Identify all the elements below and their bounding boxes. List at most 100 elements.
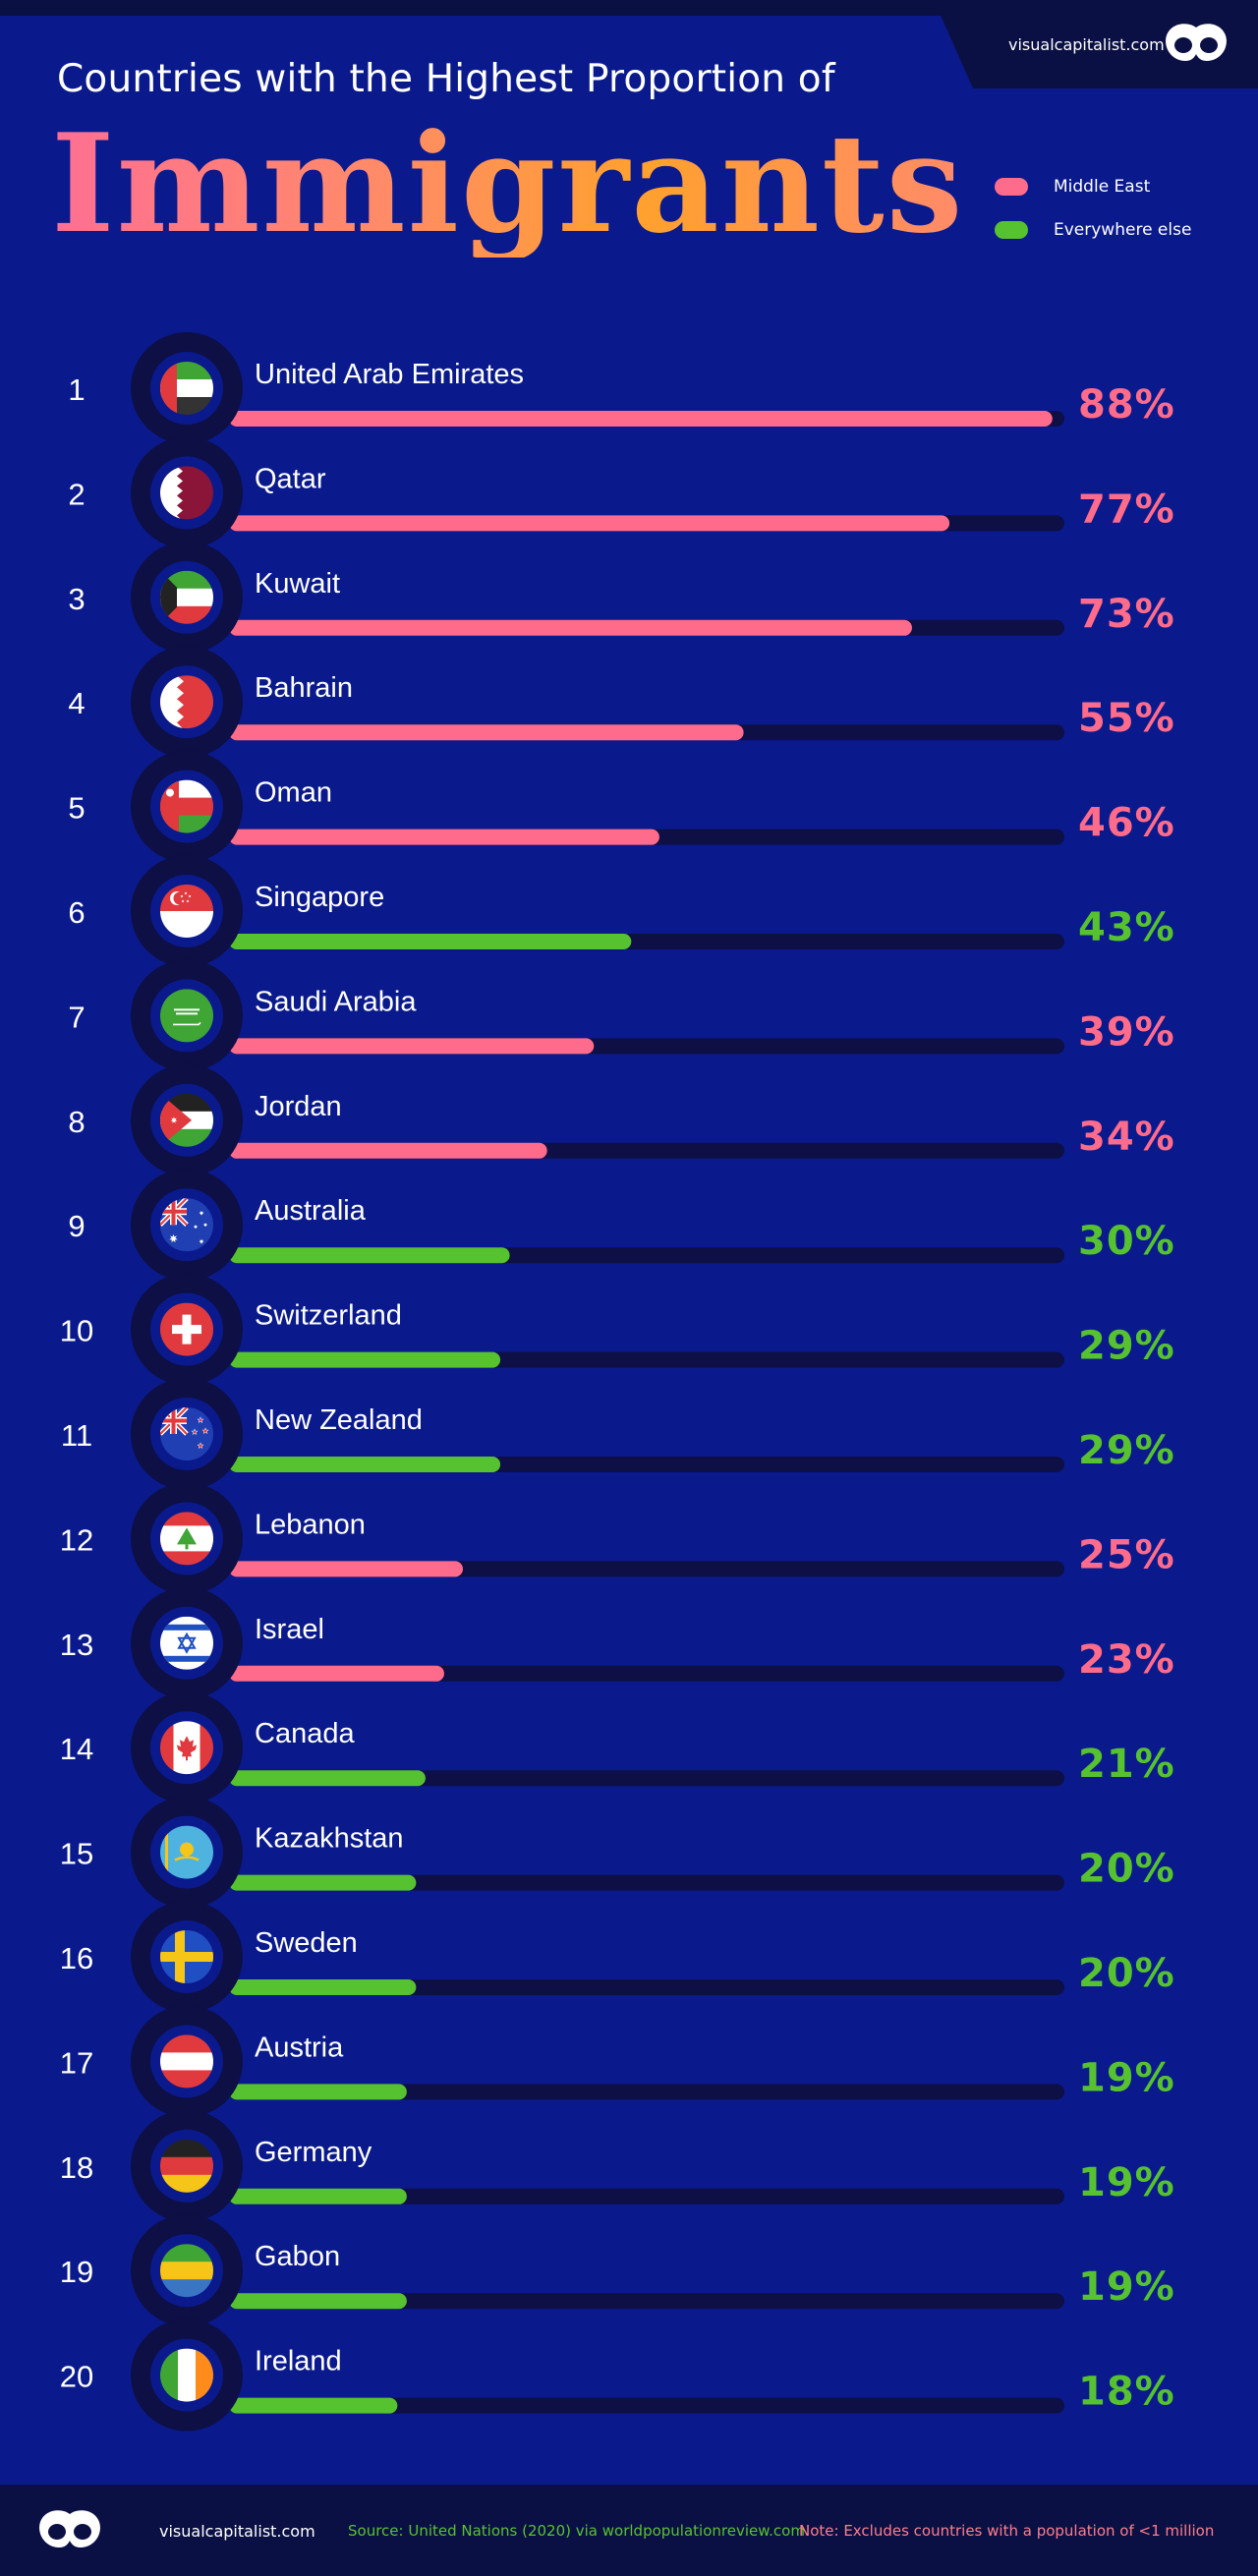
value-label: 21%	[1078, 1742, 1175, 1787]
country-label: Singapore	[255, 882, 384, 913]
header-brand[interactable]: visualcapitalist.com	[1008, 35, 1165, 54]
oman-flag-icon	[160, 779, 213, 833]
footer: visualcapitalist.com Source: United Nati…	[0, 2485, 1258, 2576]
bar	[229, 1770, 426, 1787]
value-label: 29%	[1078, 1428, 1175, 1473]
rank-label: 12	[60, 1522, 93, 1557]
bar-track	[229, 2397, 1064, 2414]
value-label: 39%	[1078, 1009, 1175, 1055]
legend-label: Middle East	[1054, 177, 1151, 197]
country-label: Oman	[255, 777, 332, 809]
chart-subtitle: Countries with the Highest Proportion of	[57, 57, 835, 101]
country-label: Germany	[255, 2137, 372, 2168]
bar	[229, 619, 912, 636]
chart-row: 14 Canada 21%	[60, 1691, 1175, 1804]
bar	[229, 1038, 595, 1055]
gabon-flag-icon	[160, 2244, 213, 2298]
legend-label: Everywhere else	[1054, 220, 1192, 240]
bar	[229, 411, 1053, 427]
value-label: 25%	[1078, 1532, 1175, 1577]
bar	[229, 1247, 510, 1264]
bar	[229, 724, 744, 741]
legend-swatch-middle-east	[995, 178, 1028, 196]
country-label: Kazakhstan	[255, 1823, 404, 1855]
value-label: 18%	[1078, 2370, 1175, 2415]
rank-label: 9	[68, 1209, 85, 1243]
bar	[229, 1561, 463, 1577]
rank-label: 18	[60, 2150, 93, 2185]
germany-flag-icon	[160, 2139, 213, 2193]
value-label: 19%	[1078, 2264, 1175, 2310]
bar-track	[229, 2084, 1064, 2100]
rank-label: 2	[68, 477, 85, 511]
footer-note: Note: Excludes countries with a populati…	[799, 2522, 1215, 2540]
rank-label: 16	[60, 1941, 93, 1975]
sweden-flag-icon	[160, 1930, 213, 1983]
chart-row: 12 Lebanon 25%	[60, 1482, 1175, 1595]
new-zealand-flag-icon	[160, 1407, 213, 1460]
value-label: 46%	[1078, 801, 1175, 846]
country-label: Kuwait	[255, 568, 340, 600]
bar	[229, 1979, 417, 1995]
country-label: Bahrain	[255, 672, 353, 704]
bar	[229, 934, 632, 949]
value-label: 88%	[1078, 382, 1175, 428]
value-label: 34%	[1078, 1115, 1175, 1160]
rank-label: 1	[68, 372, 85, 407]
country-label: Jordan	[255, 1091, 342, 1122]
chart-row: 13 Israel 23%	[60, 1586, 1175, 1699]
rank-label: 11	[61, 1418, 92, 1453]
country-label: Saudi Arabia	[255, 986, 417, 1017]
chart-row: 5 Oman 46%	[68, 750, 1175, 863]
brand-tab: visualcapitalist.com	[934, 0, 1258, 88]
rank-label: 13	[60, 1628, 93, 1662]
bar	[229, 1457, 501, 1472]
country-label: Australia	[255, 1195, 367, 1227]
bar	[229, 2188, 407, 2204]
chart-row: 2 Qatar 77%	[68, 436, 1175, 549]
country-label: New Zealand	[255, 1404, 423, 1436]
chart-row: 1 United Arab Emirates 88%	[68, 332, 1174, 444]
chart-title: Immigrants	[51, 103, 965, 263]
value-label: 20%	[1078, 1951, 1175, 1996]
chart-row: 9 Australia 30%	[68, 1169, 1175, 1282]
rank-label: 20	[60, 2360, 93, 2394]
bar	[229, 515, 950, 532]
chart-row: 6 Singapore 43%	[68, 855, 1174, 967]
visual-capitalist-logo-icon	[1166, 24, 1227, 62]
chart-row: 3 Kuwait 73%	[68, 541, 1174, 654]
value-label: 23%	[1078, 1637, 1175, 1683]
rank-label: 8	[68, 1105, 85, 1139]
kuwait-flag-icon	[160, 570, 213, 624]
ireland-flag-icon	[160, 2348, 213, 2402]
value-label: 29%	[1078, 1324, 1175, 1369]
bar	[229, 1874, 417, 1891]
value-label: 30%	[1078, 1219, 1175, 1264]
chart-row: 19 Gabon 19%	[60, 2214, 1175, 2327]
chart-row: 15 Kazakhstan 20%	[60, 1796, 1174, 1909]
qatar-flag-icon	[160, 466, 213, 520]
chart-row: 7 Saudi Arabia 39%	[68, 959, 1175, 1072]
rank-label: 6	[68, 895, 85, 930]
country-label: Canada	[255, 1718, 355, 1749]
visual-capitalist-logo-icon	[39, 2510, 100, 2547]
australia-flag-icon	[160, 1198, 213, 1252]
footer-source: Source: United Nations (2020) via worldp…	[348, 2522, 805, 2540]
rank-label: 4	[68, 686, 85, 720]
bar-track	[229, 1874, 1064, 1891]
kazakhstan-flag-icon	[160, 1825, 213, 1879]
value-label: 55%	[1078, 696, 1175, 741]
bar-track	[229, 1770, 1064, 1787]
austria-flag-icon	[160, 2034, 213, 2089]
chart-row: 17 Austria 19%	[60, 2005, 1174, 2118]
chart-row: 11 New Zealand 29%	[61, 1378, 1175, 1490]
chart-row: 10 Switzerland 29%	[60, 1273, 1175, 1386]
bar	[229, 2084, 407, 2100]
footer-brand[interactable]: visualcapitalist.com	[159, 2522, 315, 2541]
lebanon-flag-icon	[160, 1512, 213, 1566]
bar	[229, 2397, 398, 2414]
rank-label: 19	[60, 2255, 93, 2289]
value-label: 77%	[1078, 487, 1175, 532]
value-label: 19%	[1078, 2160, 1175, 2205]
country-label: Gabon	[255, 2241, 340, 2272]
